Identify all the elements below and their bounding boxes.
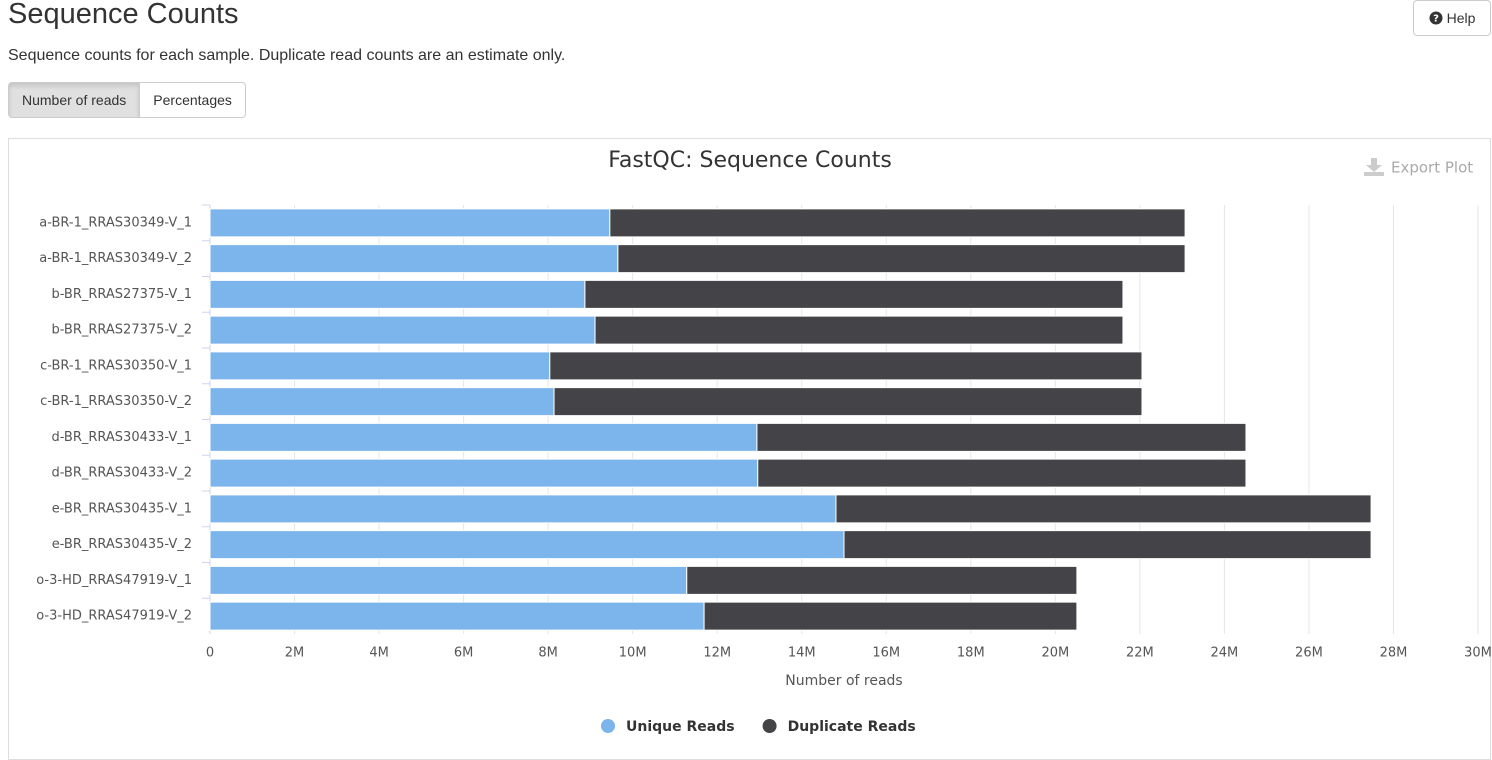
help-button[interactable]: ? Help xyxy=(1413,0,1491,36)
bar-segment xyxy=(209,351,551,381)
legend-label: Duplicate Reads xyxy=(788,719,916,735)
bar-segment xyxy=(209,208,611,238)
y-tick-label: a-BR-1_RRAS30349-V_1 xyxy=(39,215,192,230)
x-tick-label: 22M xyxy=(1126,646,1154,661)
x-axis-title: Number of reads xyxy=(785,673,902,689)
bar-segment xyxy=(209,494,837,524)
bar-segment xyxy=(209,565,688,595)
x-tick-label: 14M xyxy=(788,646,816,661)
y-tick-label: d-BR_RRAS30433-V_1 xyxy=(51,430,192,445)
bar-segment xyxy=(209,422,758,452)
y-tick-label: o-3-HD_RRAS47919-V_2 xyxy=(36,609,192,624)
bar-segment xyxy=(756,422,1247,452)
y-tick-label: b-BR_RRAS27375-V_1 xyxy=(51,287,192,302)
legend-marker xyxy=(601,719,615,733)
bar-segment xyxy=(584,279,1124,309)
x-tick-label: 10M xyxy=(619,646,647,661)
bar-segment xyxy=(209,601,705,631)
x-tick-label: 2M xyxy=(285,646,305,661)
bar-segment xyxy=(209,387,555,417)
page-title: Sequence Counts xyxy=(8,0,239,30)
y-tick-label: e-BR_RRAS30435-V_2 xyxy=(52,537,192,552)
x-tick-label: 24M xyxy=(1211,646,1239,661)
bar-segment xyxy=(594,315,1124,345)
bar-segment xyxy=(686,565,1078,595)
x-tick-label: 28M xyxy=(1380,646,1408,661)
reads-button[interactable]: Number of reads xyxy=(8,82,141,118)
legend-marker xyxy=(762,719,777,733)
x-tick-label: 12M xyxy=(703,646,731,661)
export-icon xyxy=(1364,158,1384,176)
bar-segment xyxy=(703,601,1078,631)
y-tick-label: c-BR-1_RRAS30350-V_1 xyxy=(40,358,192,373)
x-tick-label: 30M xyxy=(1464,646,1492,661)
x-tick-label: 4M xyxy=(369,646,389,661)
x-tick-label: 8M xyxy=(538,646,558,661)
bar-segment xyxy=(553,387,1143,417)
bar-segment xyxy=(209,279,586,309)
x-tick-label: 26M xyxy=(1295,646,1323,661)
y-tick-label: d-BR_RRAS30433-V_2 xyxy=(51,466,192,481)
bar-segment xyxy=(209,530,845,560)
x-tick-label: 6M xyxy=(454,646,474,661)
percent-button[interactable]: Percentages xyxy=(140,82,246,118)
button-group: Number of reads Percentages xyxy=(8,82,246,118)
bar-segment xyxy=(549,351,1143,381)
bar-segment xyxy=(757,458,1247,488)
y-tick-label: a-BR-1_RRAS30349-V_2 xyxy=(39,251,192,266)
y-tick-label: b-BR_RRAS27375-V_2 xyxy=(51,323,192,338)
x-tick-label: 16M xyxy=(872,646,900,661)
bar-segment xyxy=(209,458,759,488)
y-tick-label: o-3-HD_RRAS47919-V_1 xyxy=(36,573,192,588)
bar-segment xyxy=(835,494,1372,524)
help-icon: ? xyxy=(1429,11,1443,25)
bar-segment xyxy=(209,244,619,274)
x-tick-label: 20M xyxy=(1041,646,1069,661)
svg-text:?: ? xyxy=(1433,14,1439,25)
x-tick-label: 0 xyxy=(206,646,214,661)
description: Sequence counts for each sample. Duplica… xyxy=(8,47,566,64)
x-tick-label: 18M xyxy=(957,646,985,661)
help-label: Help xyxy=(1446,10,1476,26)
export-button[interactable]: Export Plot xyxy=(1391,159,1473,177)
legend-label: Unique Reads xyxy=(626,719,735,735)
bar-segment xyxy=(609,208,1186,238)
y-tick-label: e-BR_RRAS30435-V_1 xyxy=(52,501,192,516)
bar-segment xyxy=(843,530,1372,560)
bar-segment xyxy=(209,315,596,345)
y-tick-label: c-BR-1_RRAS30350-V_2 xyxy=(40,394,192,409)
bar-segment xyxy=(617,244,1186,274)
chart-title: FastQC: Sequence Counts xyxy=(608,148,892,173)
